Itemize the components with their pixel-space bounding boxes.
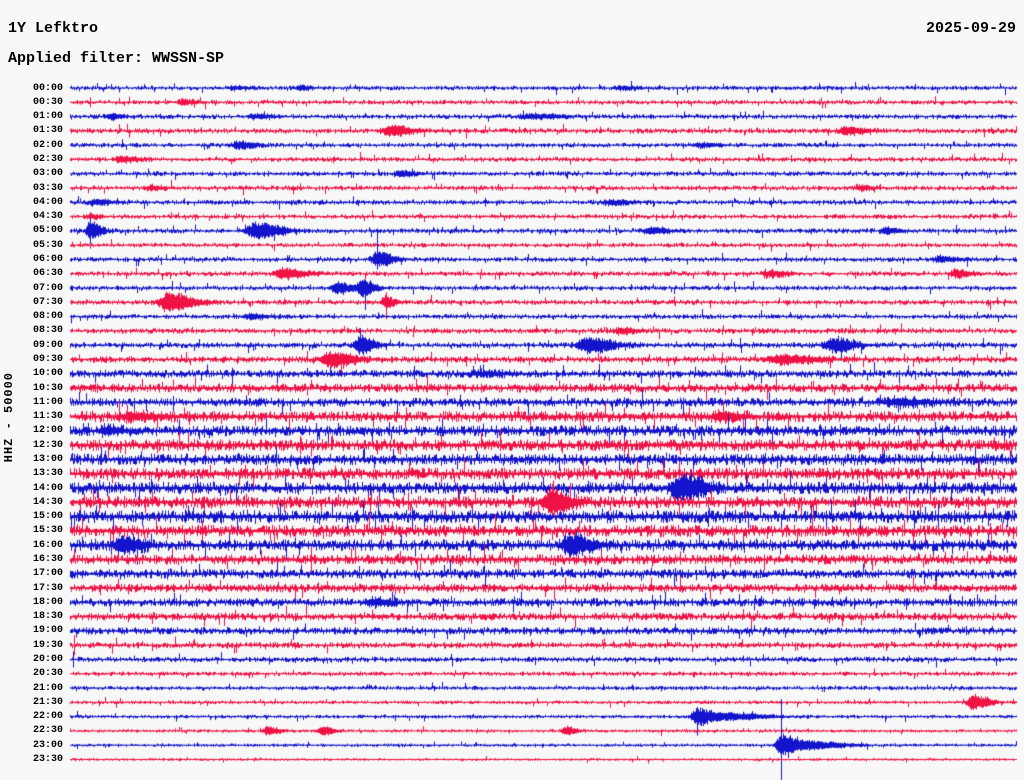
waveform-canvas[interactable] (0, 0, 1024, 780)
helicorder-view: { "header": { "station": "1Y Lefktro", "… (0, 0, 1024, 780)
